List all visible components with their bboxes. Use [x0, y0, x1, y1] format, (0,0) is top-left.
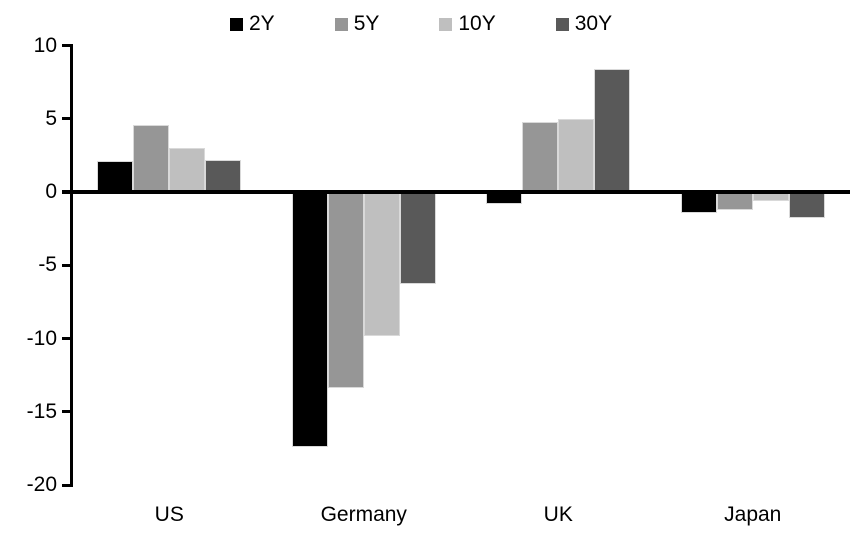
bar-uk-5y	[522, 121, 559, 192]
bar-germany-2y	[291, 192, 328, 447]
legend-label-30y: 30Y	[574, 12, 613, 35]
y-tick-label--20: -20	[26, 473, 57, 496]
legend-item-30y: 30Y	[555, 11, 613, 37]
zero-axis-line	[62, 190, 850, 194]
y-tick--10	[62, 337, 72, 340]
y-tick-label-5: 5	[45, 106, 57, 130]
bar-germany-30y	[399, 192, 436, 285]
x-category-label-germany: Germany	[320, 503, 407, 526]
y-tick-label--15: -15	[26, 399, 57, 423]
legend-swatch-2y	[230, 17, 243, 31]
bar-us-30y	[205, 159, 242, 192]
bar-germany-5y	[327, 192, 364, 389]
y-tick--20	[62, 483, 72, 487]
bar-japan-30y	[788, 192, 825, 219]
y-tick-label-10: 10	[33, 33, 57, 57]
y-tick-5	[62, 117, 72, 121]
legend-swatch-30y	[555, 17, 569, 31]
legend-swatch-10y	[439, 17, 453, 31]
legend-label-5y: 5Y	[353, 12, 380, 35]
legend-item-5y: 5Y	[334, 11, 380, 37]
x-category-label-us: US	[154, 503, 184, 526]
y-tick-label--5: -5	[38, 253, 57, 277]
legend-label-10y: 10Y	[458, 12, 496, 35]
legend-label-2y: 2Y	[249, 12, 275, 35]
bar-japan-2y	[680, 192, 717, 213]
bar-us-5y	[133, 124, 170, 192]
bar-uk-10y	[558, 118, 595, 192]
x-category-label-japan: Japan	[724, 503, 782, 526]
chart-legend: 2Y 5Y 10Y 30Y	[230, 10, 612, 38]
legend-item-2y: 2Y	[230, 11, 275, 37]
legend-item-10y: 10Y	[439, 11, 496, 37]
y-tick-10	[62, 44, 72, 47]
bar-us-10y	[169, 148, 206, 192]
bar-germany-10y	[363, 192, 400, 336]
y-tick-label-0: 0	[45, 180, 57, 203]
y-tick--15	[62, 410, 72, 414]
bar-japan-5y	[716, 192, 753, 210]
x-category-label-uk: UK	[543, 503, 573, 526]
bar-uk-30y	[594, 68, 631, 192]
y-tick--5	[62, 263, 72, 267]
legend-swatch-5y	[334, 17, 348, 31]
y-tick-label--10: -10	[26, 326, 57, 350]
bar-us-2y	[97, 161, 134, 192]
